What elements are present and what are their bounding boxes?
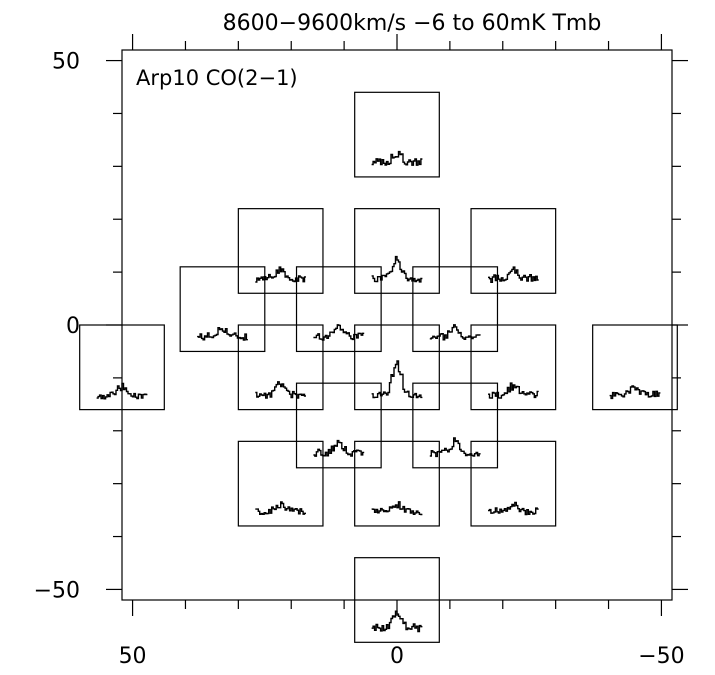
spectrum-line (609, 385, 661, 400)
pointing-box (412, 266, 499, 353)
pointing-2 (354, 208, 440, 294)
spectrum-line (371, 150, 423, 166)
y-tick-label: 0 (66, 314, 80, 339)
pointing-box (179, 266, 266, 353)
pointing-9 (354, 324, 440, 411)
pointing-13 (412, 382, 499, 469)
pointing-1 (237, 208, 324, 294)
pointing-box (354, 440, 440, 527)
x-tick-label: 50 (119, 644, 147, 669)
chart-header: 8600−9600km/s −6 to 60mK Tmb (223, 11, 602, 36)
pointing-box (79, 324, 165, 411)
spectrum-line (488, 501, 539, 516)
spectrum-line (429, 324, 481, 341)
spectrum-line (313, 324, 365, 341)
pointing-box (470, 324, 557, 411)
y-tick-label: 50 (52, 50, 80, 75)
pointing-16 (470, 440, 557, 527)
pointing-box (470, 208, 557, 294)
pointing-15 (354, 440, 440, 527)
spectrum-line (429, 437, 481, 458)
spectrum-line (197, 327, 248, 341)
pointing-12 (295, 382, 382, 469)
pointing-6 (412, 266, 499, 353)
spectrum-line (488, 382, 539, 399)
pointing-5 (295, 266, 382, 353)
pointing-box (470, 440, 557, 527)
pointing-8 (237, 324, 324, 411)
x-tick-label: −50 (638, 644, 684, 669)
pointing-0 (354, 91, 440, 178)
pointing-box (354, 324, 440, 411)
spectrum-line (255, 266, 306, 283)
spectrum-line (96, 382, 148, 400)
pointing-3 (470, 208, 557, 294)
spectrum-line (313, 439, 365, 457)
y-tick-label: −50 (34, 578, 80, 603)
spectrum-line (371, 610, 423, 633)
map-label: Arp10 CO(2−1) (136, 66, 298, 90)
pointing-box (295, 266, 382, 353)
pointing-4 (179, 266, 266, 353)
x-tick-label: 0 (390, 644, 404, 669)
pointing-7 (79, 324, 165, 411)
pointing-box (237, 324, 324, 411)
pointing-box (237, 440, 324, 527)
pointing-box (237, 208, 324, 294)
pointing-17 (354, 557, 440, 643)
pointing-10 (470, 324, 557, 411)
spectrum-line (371, 501, 423, 516)
spectrum-line (371, 360, 423, 399)
pointing-box (592, 324, 678, 411)
pointing-box (354, 557, 440, 643)
pointing-box (412, 382, 499, 469)
pointing-box (354, 208, 440, 294)
spectrum-line (255, 381, 306, 399)
spectrum-line (488, 266, 539, 283)
pointing-box (295, 382, 382, 469)
pointing-box (354, 91, 440, 178)
spectrum-line (371, 255, 423, 283)
pointing-11 (592, 324, 678, 411)
pointing-14 (237, 440, 324, 527)
spectrum-line (255, 501, 306, 515)
